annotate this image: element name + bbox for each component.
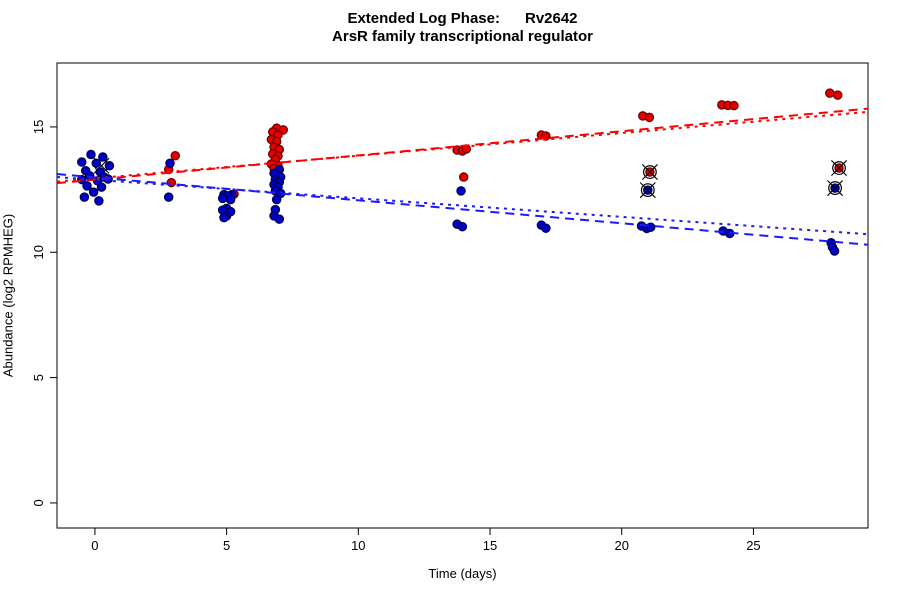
y-tick-label: 15 bbox=[31, 120, 46, 134]
y-tick-label: 0 bbox=[31, 499, 46, 506]
blue-point bbox=[96, 182, 107, 192]
red-point bbox=[458, 172, 469, 182]
red-dashed-fit bbox=[56, 107, 869, 185]
blue-point bbox=[274, 214, 285, 224]
blue-point bbox=[217, 193, 228, 204]
blue-point bbox=[541, 223, 551, 233]
chart-title: Extended Log Phase: Rv2642 bbox=[347, 10, 578, 27]
blue-point bbox=[88, 187, 99, 197]
blue-point bbox=[271, 194, 282, 205]
blue-point bbox=[163, 192, 174, 202]
blue-point bbox=[79, 192, 90, 202]
blue-point bbox=[225, 194, 236, 205]
x-tick-label: 0 bbox=[91, 538, 98, 553]
blue-point bbox=[91, 158, 101, 169]
flag-circle bbox=[643, 165, 657, 179]
x-tick-label: 25 bbox=[746, 538, 760, 553]
red-point bbox=[170, 150, 181, 161]
x-tick-label: 20 bbox=[614, 538, 628, 553]
blue-point bbox=[456, 186, 466, 196]
x-axis-label: Time (days) bbox=[428, 566, 497, 581]
flag-circle bbox=[828, 181, 842, 195]
blue-point bbox=[645, 222, 656, 232]
blue-point bbox=[219, 212, 229, 223]
plot-box bbox=[56, 62, 869, 529]
blue-dashed-fit bbox=[56, 173, 869, 246]
blue-point bbox=[98, 152, 108, 162]
x-tick-label: 5 bbox=[223, 538, 230, 553]
red-point bbox=[644, 112, 655, 123]
x-tick-label: 10 bbox=[351, 538, 365, 553]
red-point bbox=[729, 100, 739, 111]
flag-circle bbox=[832, 161, 846, 175]
blue-point bbox=[77, 157, 87, 167]
flag-x bbox=[831, 160, 848, 177]
blue-point bbox=[82, 181, 92, 191]
y-axis-label: Abundance (log2 RPMHEG) bbox=[0, 213, 16, 378]
y-tick-label: 10 bbox=[31, 245, 46, 259]
flag-circle bbox=[640, 183, 655, 197]
flag-x bbox=[827, 180, 844, 197]
flag-x bbox=[641, 164, 658, 181]
y-tick-label: 5 bbox=[31, 374, 46, 381]
blue-point bbox=[104, 161, 115, 171]
blue-point bbox=[457, 221, 468, 232]
blue-point bbox=[94, 196, 104, 206]
blue-point bbox=[829, 246, 840, 256]
flag-x bbox=[639, 182, 656, 199]
chart-title-block: Extended Log Phase: Rv2642 ArsR family t… bbox=[57, 10, 868, 46]
blue-point bbox=[86, 149, 96, 160]
x-tick-label: 15 bbox=[483, 538, 497, 553]
chart-subtitle: ArsR family transcriptional regulator bbox=[332, 28, 593, 45]
blue-point bbox=[165, 158, 175, 169]
red-point bbox=[825, 88, 835, 98]
red-point bbox=[832, 90, 843, 100]
